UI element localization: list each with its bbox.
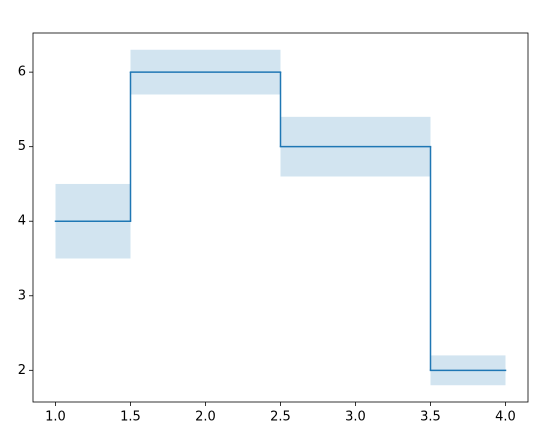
x-tick-label: 1.5 [120, 410, 141, 425]
y-tick-label: 3 [18, 288, 26, 303]
x-tick-label: 2.5 [270, 410, 291, 425]
plot-frame [32, 32, 529, 403]
x-tick-label: 3.5 [420, 410, 441, 425]
x-tick-label: 4.0 [495, 410, 516, 425]
y-tick-label: 4 [18, 214, 26, 229]
x-tick-label: 3.0 [345, 410, 366, 425]
y-tick-label: 5 [18, 139, 26, 154]
y-tick-label: 2 [18, 363, 26, 378]
x-tick-label: 1.0 [45, 410, 66, 425]
x-tick-label: 2.0 [195, 410, 216, 425]
y-tick-label: 6 [18, 65, 26, 80]
